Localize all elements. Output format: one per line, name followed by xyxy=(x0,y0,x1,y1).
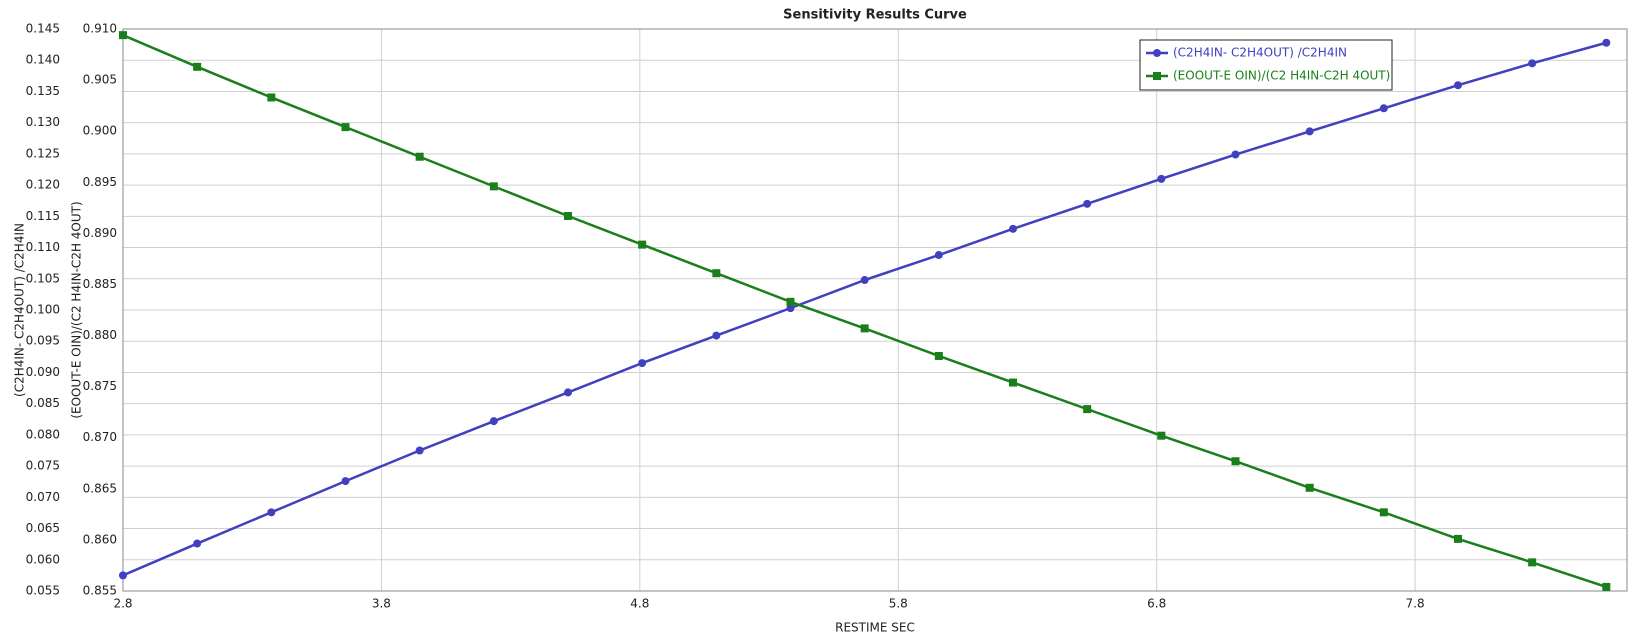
data-point xyxy=(1157,431,1166,440)
y-tick-label: 0.085 xyxy=(26,396,60,410)
data-point xyxy=(1083,199,1092,208)
data-point xyxy=(638,240,647,249)
y-tick-label: 0.115 xyxy=(26,209,60,223)
data-point xyxy=(1453,534,1462,543)
y-tick-label: 0.110 xyxy=(26,240,60,254)
y-tick-label: 0.100 xyxy=(26,303,60,317)
data-point xyxy=(489,417,498,426)
data-point xyxy=(638,359,647,368)
y2-tick-label: 0.885 xyxy=(83,277,117,291)
y2-tick-label: 0.910 xyxy=(83,22,117,36)
data-point xyxy=(1305,483,1314,492)
data-point xyxy=(1231,150,1240,159)
y-tick-label: 0.090 xyxy=(26,365,60,379)
data-point xyxy=(1602,38,1611,47)
data-point xyxy=(1157,174,1166,183)
y2-tick-label: 0.865 xyxy=(83,481,117,495)
y-tick-label: 0.130 xyxy=(26,115,60,129)
data-point xyxy=(1528,59,1537,68)
data-point xyxy=(341,477,350,486)
legend: (C2H4IN- C2H4OUT) /C2H4IN (EOOUT-E OIN)/(… xyxy=(1139,39,1393,91)
y-tick-label: 0.055 xyxy=(26,584,60,598)
data-point xyxy=(712,269,721,278)
y2-tick-label: 0.900 xyxy=(83,124,117,138)
data-point xyxy=(860,276,869,285)
y-tick-label: 0.065 xyxy=(26,521,60,535)
data-point xyxy=(1231,457,1240,466)
y2-axis-label: (EOOUT-E OIN)/(C2 H4IN-C2H 4OUT) xyxy=(70,201,84,418)
x-tick-label: 4.8 xyxy=(630,597,649,611)
chart-title: Sensitivity Results Curve xyxy=(783,8,967,23)
data-point xyxy=(415,152,424,161)
data-point xyxy=(267,93,276,102)
y-tick-label: 0.135 xyxy=(26,84,60,98)
y-tick-label: 0.145 xyxy=(26,22,60,36)
legend-label: (EOOUT-E OIN)/(C2 H4IN-C2H 4OUT) xyxy=(1173,69,1390,83)
x-tick-label: 7.8 xyxy=(1406,597,1425,611)
y2-tick-label: 0.855 xyxy=(83,584,117,598)
legend-label: (C2H4IN- C2H4OUT) /C2H4IN xyxy=(1173,46,1347,60)
data-point xyxy=(341,123,350,132)
data-point xyxy=(934,251,943,260)
data-point xyxy=(1528,558,1537,567)
data-point xyxy=(193,539,202,548)
x-axis-label: RESTIME SEC xyxy=(835,621,915,635)
x-tick-label: 6.8 xyxy=(1147,597,1166,611)
data-point xyxy=(119,571,127,580)
y-tick-label: 0.140 xyxy=(26,53,60,67)
y2-tick-label: 0.905 xyxy=(83,73,117,87)
data-point xyxy=(786,304,795,313)
data-point xyxy=(1305,127,1314,136)
data-point xyxy=(934,351,943,360)
y2-tick-label: 0.860 xyxy=(83,532,117,546)
data-point xyxy=(267,508,276,517)
y-tick-label: 0.075 xyxy=(26,459,60,473)
legend-marker xyxy=(1153,49,1161,57)
data-point xyxy=(786,297,795,306)
data-point xyxy=(860,324,869,333)
data-point xyxy=(712,331,721,340)
y-tick-label: 0.105 xyxy=(26,271,60,285)
y2-tick-label: 0.870 xyxy=(83,430,117,444)
data-point xyxy=(1008,378,1017,387)
y2-tick-label: 0.875 xyxy=(83,379,117,393)
y2-tick-label: 0.880 xyxy=(83,328,117,342)
data-point xyxy=(489,182,498,191)
data-point xyxy=(563,388,572,397)
y-axis-label: (C2H4IN- C2H4OUT) /C2H4IN xyxy=(13,223,27,397)
y-tick-label: 0.080 xyxy=(26,427,60,441)
data-point xyxy=(1379,508,1388,517)
x-tick-label: 5.8 xyxy=(889,597,908,611)
data-point xyxy=(193,62,202,71)
x-tick-label: 2.8 xyxy=(113,597,132,611)
data-point xyxy=(563,211,572,220)
x-tick-label: 3.8 xyxy=(372,597,391,611)
y-tick-label: 0.095 xyxy=(26,334,60,348)
plot-border xyxy=(122,28,1628,592)
y-tick-label: 0.125 xyxy=(26,146,60,160)
data-point xyxy=(415,446,424,455)
data-point xyxy=(1453,81,1462,90)
data-point xyxy=(1008,224,1017,233)
data-point xyxy=(119,31,127,40)
y-tick-label: 0.070 xyxy=(26,490,60,504)
y2-tick-label: 0.890 xyxy=(83,226,117,240)
data-point xyxy=(1602,582,1611,591)
data-point xyxy=(1379,104,1388,113)
legend-marker xyxy=(1153,72,1161,80)
y2-tick-label: 0.895 xyxy=(83,175,117,189)
legend-box xyxy=(1139,39,1393,91)
y-tick-label: 0.120 xyxy=(26,178,60,192)
y-tick-label: 0.060 xyxy=(26,552,60,566)
data-point xyxy=(1083,405,1092,414)
